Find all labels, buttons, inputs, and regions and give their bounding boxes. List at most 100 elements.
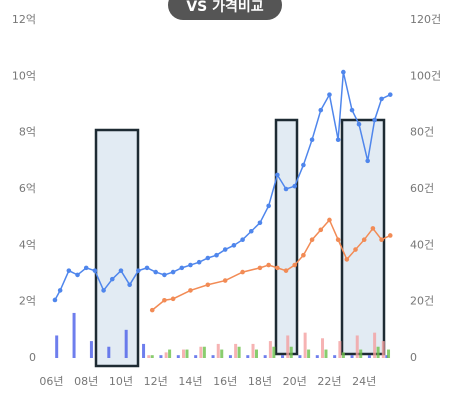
price-point	[144, 265, 150, 271]
x-tick-label: 08년	[74, 375, 98, 388]
volume-bar	[298, 355, 302, 358]
y-tick-label: 4억	[19, 238, 36, 251]
x-tick-label: 18년	[248, 375, 272, 388]
price-point	[266, 262, 271, 268]
volume-bar	[272, 346, 276, 358]
price-point	[101, 288, 106, 293]
volume-bar	[199, 346, 203, 358]
volume-bar	[164, 352, 168, 358]
volume-bar	[246, 355, 250, 358]
price-point	[92, 268, 98, 273]
volume-bar	[176, 355, 180, 358]
price-point	[387, 233, 393, 238]
price-point	[118, 268, 124, 273]
price-point	[222, 278, 228, 283]
y-tick-label: 8억	[19, 126, 36, 139]
x-tick-label: 14년	[178, 375, 202, 388]
volume-bar	[303, 332, 307, 358]
y2-tick-label: 20건	[410, 295, 434, 308]
price-point	[170, 269, 176, 275]
price-point	[292, 262, 298, 268]
volume-bar	[107, 346, 111, 358]
volume-bar	[338, 341, 342, 358]
volume-bar	[286, 335, 290, 358]
y2-tick-label: 80건	[410, 126, 434, 139]
price-point	[153, 269, 159, 275]
price-point	[349, 107, 355, 113]
volume-bar	[142, 343, 146, 358]
volume-bar	[234, 343, 238, 358]
price-point	[275, 265, 280, 271]
compare-button[interactable]: VS 가격비교	[168, 0, 282, 20]
y2-tick-label: 40건	[410, 238, 434, 251]
price-point	[301, 252, 306, 258]
volume-bar	[124, 329, 128, 358]
y-tick-label: 12억	[12, 13, 36, 26]
volume-bar	[324, 349, 328, 358]
volume-bar	[72, 312, 76, 358]
volume-bar	[387, 349, 391, 358]
price-point	[52, 297, 58, 303]
volume-bar	[168, 349, 172, 358]
price-point	[127, 282, 132, 288]
price-point	[335, 137, 341, 143]
y-tick-label: 6억	[19, 182, 36, 195]
price-point	[240, 237, 245, 242]
price-point	[275, 172, 280, 178]
volume-bar	[307, 349, 311, 358]
price-point	[188, 288, 193, 293]
price-point	[196, 259, 202, 265]
volume-bar	[385, 355, 389, 358]
volume-bar	[216, 343, 220, 358]
price-point	[179, 265, 185, 271]
price-point	[361, 237, 367, 242]
volume-bar	[341, 352, 345, 358]
price-point	[162, 297, 167, 303]
price-point	[318, 107, 324, 113]
price-point	[372, 117, 377, 123]
price-point	[370, 226, 376, 231]
price-point	[353, 247, 358, 252]
price-point	[83, 265, 89, 271]
y-tick-label: 2억	[19, 295, 36, 308]
price-point	[283, 186, 289, 192]
price-point	[301, 162, 306, 168]
price-point	[335, 237, 341, 242]
x-tick-label: 10년	[109, 375, 133, 388]
volume-bar	[359, 349, 363, 358]
y2-tick-label: 60건	[410, 182, 434, 195]
volume-bar	[254, 349, 258, 358]
price-point	[283, 268, 289, 273]
price-point	[222, 247, 228, 252]
price-point	[248, 228, 254, 234]
volume-bar	[228, 355, 232, 358]
price-point	[379, 96, 384, 102]
volume-bar	[211, 355, 215, 358]
volume-bar	[159, 355, 163, 358]
x-tick-label: 20년	[283, 375, 307, 388]
highlight-box	[340, 118, 386, 356]
y-tick-label: 10억	[12, 69, 36, 82]
price-point	[379, 237, 384, 242]
y2-tick-label: 100건	[410, 69, 441, 82]
volume-bar	[281, 355, 285, 358]
price-point	[57, 288, 63, 293]
price-point	[240, 269, 245, 275]
volume-bar	[376, 346, 380, 358]
price-point	[344, 257, 350, 262]
volume-bar	[150, 355, 154, 358]
price-point	[365, 158, 370, 164]
x-tick-label: 16년	[213, 375, 237, 388]
price-point	[136, 268, 141, 273]
volume-bar	[202, 346, 206, 358]
volume-bar	[321, 338, 325, 358]
x-tick-label: 12년	[144, 375, 168, 388]
price-point	[341, 69, 346, 75]
price-point	[170, 296, 176, 302]
price-point	[66, 268, 72, 273]
y-tick-label: 0	[29, 351, 36, 364]
volume-bar	[194, 355, 198, 358]
volume-bar	[381, 341, 385, 358]
